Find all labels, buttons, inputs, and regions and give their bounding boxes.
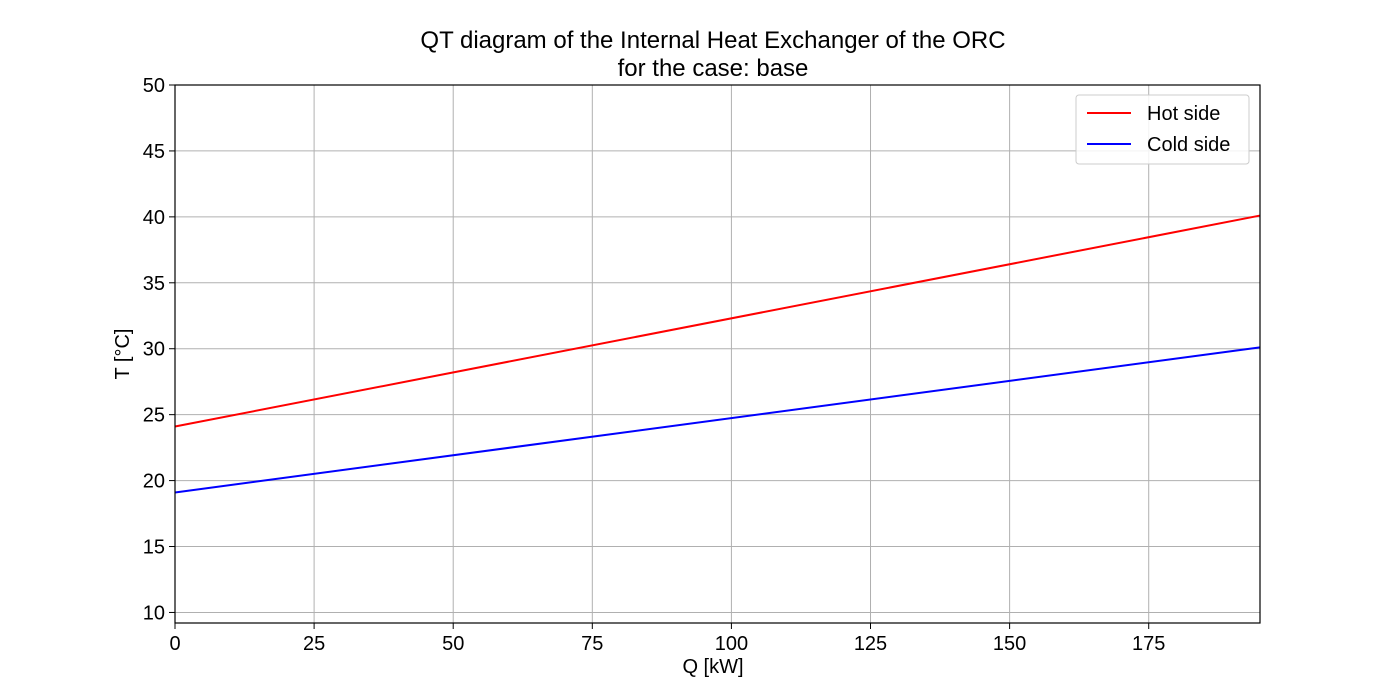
y-tick-label: 35 xyxy=(143,273,165,295)
series-line-cold-side xyxy=(174,346,1261,494)
tick-layer: 0 25 50 75 100 125 150 175 10 15 20 25 30 35 40 45 50 xyxy=(143,75,1166,655)
x-axis-label: Q [kW] xyxy=(682,656,743,678)
y-tick-label: 25 xyxy=(143,405,165,427)
x-tick-label: 100 xyxy=(715,633,748,655)
legend-entry-label: Cold side xyxy=(1147,134,1230,156)
x-tick-label: 0 xyxy=(169,633,180,655)
y-axis-label: T [°C] xyxy=(112,329,134,380)
y-tick-label: 10 xyxy=(143,602,165,624)
y-tick-label: 15 xyxy=(143,537,165,559)
series-line-hot-side xyxy=(174,214,1261,428)
legend-entry-label: Hot side xyxy=(1147,103,1220,125)
x-tick-label: 175 xyxy=(1132,633,1165,655)
x-tick-label: 75 xyxy=(581,633,603,655)
x-tick-label: 25 xyxy=(303,633,325,655)
chart-title: QT diagram of the Internal Heat Exchange… xyxy=(420,27,1005,54)
chart-subtitle: for the case: base xyxy=(618,55,809,82)
y-tick-label: 45 xyxy=(143,141,165,163)
y-tick-label: 30 xyxy=(143,339,165,361)
x-tick-label: 150 xyxy=(993,633,1026,655)
y-tick-label: 50 xyxy=(143,75,165,97)
y-tick-label: 20 xyxy=(143,471,165,493)
y-tick-label: 40 xyxy=(143,207,165,229)
grid-layer xyxy=(174,84,1260,623)
x-tick-label: 125 xyxy=(854,633,887,655)
legend: Hot side Cold side xyxy=(1075,94,1250,165)
series-layer xyxy=(174,214,1261,494)
x-tick-label: 50 xyxy=(442,633,464,655)
plot-area-frame xyxy=(174,84,1261,624)
